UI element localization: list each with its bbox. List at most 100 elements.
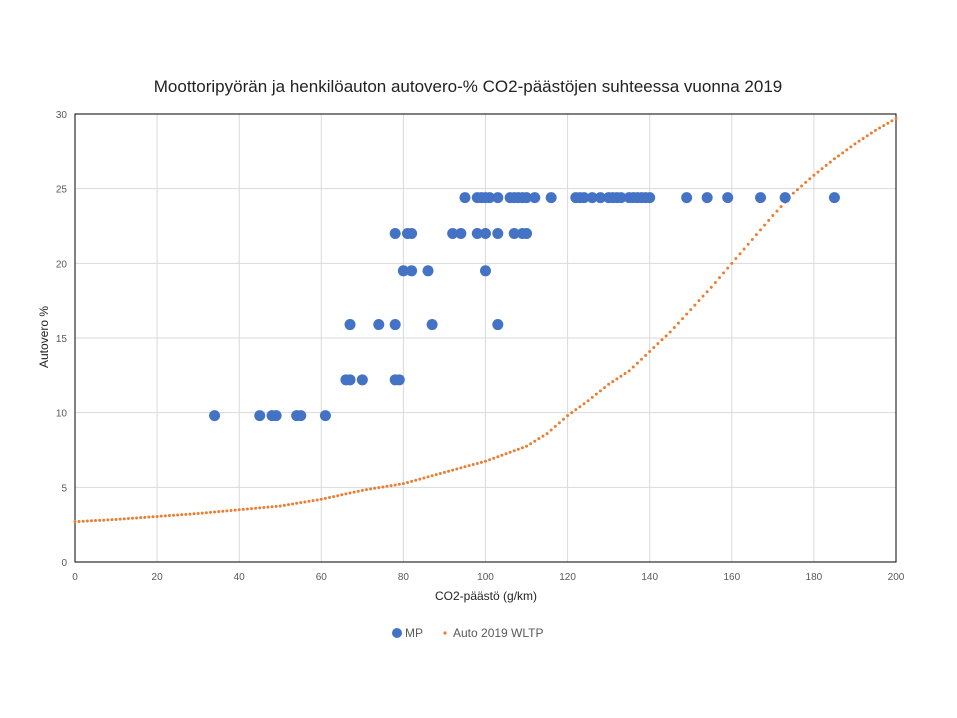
- data-point-auto: [176, 513, 180, 517]
- x-tick-label: 80: [398, 572, 410, 583]
- data-point-auto: [771, 214, 775, 218]
- data-point-auto: [373, 486, 377, 490]
- data-point-auto: [188, 512, 192, 516]
- data-point-auto: [340, 493, 344, 497]
- data-point-auto: [455, 467, 459, 471]
- data-point-auto: [812, 173, 816, 177]
- data-point-auto: [418, 477, 422, 481]
- data-point-auto: [861, 136, 865, 140]
- data-point-auto: [447, 469, 451, 473]
- data-point-mp: [406, 265, 418, 277]
- data-point-mp: [480, 227, 491, 239]
- data-point-auto: [258, 506, 262, 510]
- data-point-mp: [681, 192, 693, 204]
- x-tick-label: 200: [888, 572, 905, 583]
- data-point-auto: [816, 170, 820, 174]
- data-point-auto: [824, 163, 828, 167]
- data-point-auto: [488, 458, 492, 462]
- data-point-auto: [586, 399, 590, 403]
- data-point-auto: [126, 517, 130, 521]
- data-point-auto: [746, 242, 750, 246]
- data-point-mp: [373, 319, 385, 331]
- data-point-auto: [196, 511, 200, 515]
- data-point-auto: [520, 446, 524, 450]
- data-point-mp: [254, 410, 266, 422]
- data-point-auto: [217, 510, 221, 514]
- data-point-auto: [837, 154, 841, 158]
- data-point-mp: [344, 374, 356, 386]
- data-point-auto: [204, 511, 208, 515]
- data-point-auto: [512, 449, 516, 453]
- data-point-mp: [389, 319, 401, 331]
- data-point-mp: [492, 227, 504, 239]
- data-point-mp: [594, 192, 606, 204]
- data-point-auto: [438, 472, 442, 476]
- data-point-auto: [130, 516, 134, 520]
- data-point-auto: [882, 124, 886, 128]
- data-point-auto: [360, 488, 364, 492]
- data-point-auto: [172, 513, 176, 517]
- data-point-auto: [484, 459, 487, 463]
- data-point-auto: [208, 510, 212, 514]
- data-point-auto: [750, 237, 754, 241]
- data-point-auto: [808, 177, 812, 181]
- data-point-auto: [225, 509, 229, 513]
- data-point-auto: [410, 479, 414, 483]
- data-point-auto: [734, 257, 738, 261]
- data-point-auto: [869, 131, 873, 135]
- data-point-auto: [894, 116, 898, 120]
- data-point-auto: [717, 276, 721, 280]
- data-point-auto: [726, 266, 730, 270]
- data-point-auto: [849, 145, 853, 149]
- data-point-auto: [336, 494, 340, 498]
- data-point-auto: [307, 499, 311, 503]
- data-point-mp: [529, 192, 541, 204]
- data-point-auto: [139, 516, 143, 520]
- data-point-auto: [697, 299, 701, 303]
- data-point-auto: [529, 442, 533, 446]
- data-point-mp: [545, 192, 557, 204]
- data-point-auto: [857, 139, 861, 143]
- data-point-auto: [147, 515, 151, 519]
- data-point-mp: [484, 192, 496, 204]
- data-point-auto: [537, 437, 541, 441]
- data-point-auto: [701, 294, 705, 298]
- data-point-auto: [759, 228, 763, 232]
- gridlines: [74, 113, 897, 563]
- legend-marker-auto: [443, 631, 447, 635]
- data-point-auto: [81, 519, 85, 523]
- data-point-mp: [295, 410, 307, 422]
- data-point-auto: [229, 508, 233, 512]
- plot-area-frame: [74, 113, 897, 563]
- data-point-mp: [521, 192, 533, 204]
- data-point-auto: [516, 447, 520, 451]
- data-point-auto: [475, 461, 479, 465]
- data-point-auto: [385, 484, 389, 488]
- data-point-mp: [270, 410, 282, 422]
- data-point-mp: [406, 227, 418, 239]
- data-point-auto: [348, 491, 352, 495]
- y-tick-label: 5: [61, 483, 67, 494]
- data-point-auto: [286, 503, 290, 507]
- data-point-auto: [85, 519, 89, 523]
- data-point-auto: [381, 485, 385, 489]
- legend: MP Auto 2019 WLTP: [392, 626, 544, 640]
- data-point-mp: [356, 374, 368, 386]
- x-tick-label: 120: [559, 572, 576, 583]
- data-point-mp: [209, 410, 221, 422]
- data-point-auto: [561, 417, 565, 421]
- data-point-auto: [590, 395, 594, 399]
- data-point-mp: [615, 192, 627, 204]
- data-point-mp: [480, 265, 491, 277]
- data-point-auto: [804, 180, 808, 184]
- data-point-auto: [352, 490, 356, 494]
- x-tick-label: 0: [72, 572, 78, 583]
- data-point-mp: [397, 265, 409, 277]
- data-point-auto: [644, 353, 648, 357]
- legend-label-mp: MP: [405, 626, 423, 640]
- x-tick-label: 180: [806, 572, 823, 583]
- data-point-auto: [672, 326, 676, 330]
- data-point-auto: [853, 142, 857, 146]
- data-point-auto: [237, 508, 241, 512]
- data-point-auto: [615, 377, 619, 381]
